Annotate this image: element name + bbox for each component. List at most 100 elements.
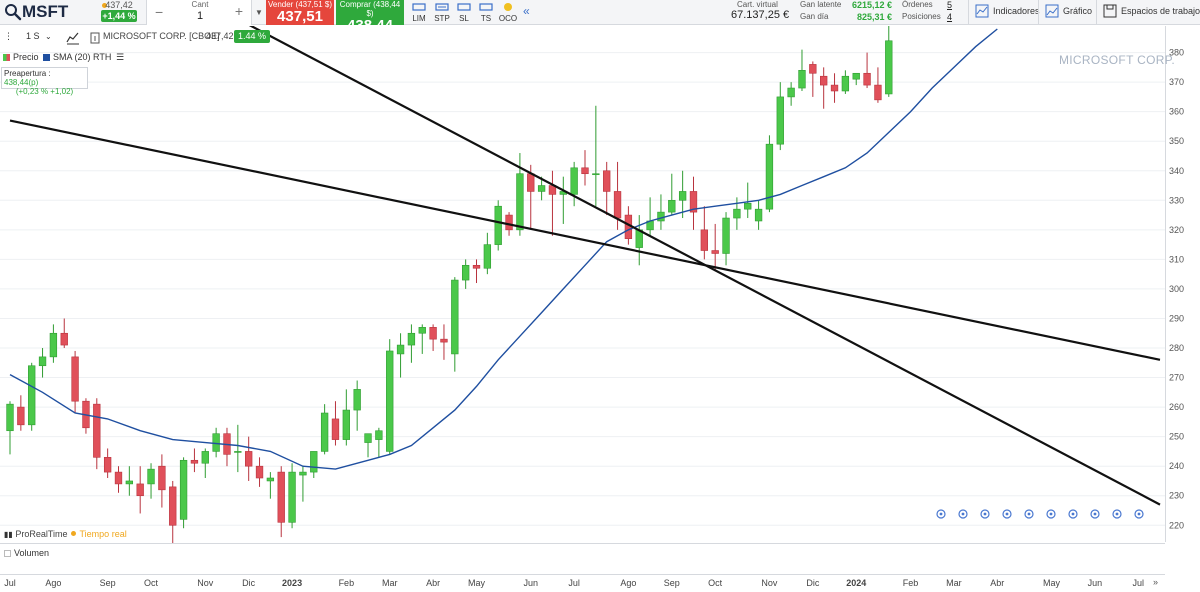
- plot-area[interactable]: [0, 0, 1165, 543]
- candle[interactable]: [223, 427, 231, 467]
- qty-input[interactable]: 1: [196, 10, 204, 22]
- candle[interactable]: [863, 52, 871, 89]
- candle[interactable]: [657, 194, 665, 230]
- event-marker-icon[interactable]: [936, 509, 946, 519]
- candle[interactable]: [722, 212, 730, 266]
- candle[interactable]: [375, 427, 383, 458]
- candle[interactable]: [266, 472, 275, 499]
- symbol-title[interactable]: MSFT: [22, 2, 69, 21]
- order-oco-button[interactable]: OCO: [497, 0, 519, 25]
- candle[interactable]: [744, 182, 752, 219]
- candle[interactable]: [885, 26, 893, 97]
- candle[interactable]: [407, 324, 416, 363]
- event-marker-icon[interactable]: [1112, 509, 1122, 519]
- event-marker-icon[interactable]: [1134, 509, 1144, 519]
- candle[interactable]: [28, 362, 36, 431]
- candle[interactable]: [711, 223, 719, 272]
- candle[interactable]: [179, 457, 188, 529]
- order-lim-button[interactable]: LIM: [408, 0, 430, 25]
- buy-button[interactable]: Comprar (438,44 $) 438,44: [336, 0, 404, 33]
- indicators-button[interactable]: Indicadores: [968, 0, 1040, 25]
- candle[interactable]: [245, 436, 253, 481]
- candle[interactable]: [310, 451, 318, 479]
- candle[interactable]: [429, 324, 437, 351]
- candle[interactable]: [440, 324, 448, 360]
- candle[interactable]: [158, 454, 166, 508]
- candle[interactable]: [451, 277, 459, 372]
- candle[interactable]: [353, 380, 361, 431]
- candle[interactable]: [581, 150, 589, 186]
- workspaces-button[interactable]: Espacios de trabajo: [1096, 0, 1200, 25]
- candle[interactable]: [765, 135, 774, 213]
- order-sl-button[interactable]: SL: [453, 0, 475, 25]
- candle[interactable]: [635, 215, 643, 266]
- candle[interactable]: [147, 463, 155, 499]
- chart-type-icon[interactable]: [66, 31, 80, 45]
- candle[interactable]: [809, 61, 817, 97]
- candle[interactable]: [17, 395, 25, 431]
- candle[interactable]: [700, 206, 709, 260]
- candle[interactable]: [733, 197, 741, 230]
- candle[interactable]: [548, 170, 557, 236]
- candle[interactable]: [754, 200, 763, 230]
- candle[interactable]: [49, 324, 58, 363]
- sma-20-line[interactable]: [9, 28, 998, 470]
- volume-toggle[interactable]: Volumen: [4, 548, 49, 558]
- candle[interactable]: [38, 348, 47, 378]
- chart-button[interactable]: Gráfico: [1038, 0, 1096, 25]
- candle[interactable]: [678, 170, 687, 219]
- candle[interactable]: [483, 232, 492, 275]
- candle[interactable]: [472, 259, 481, 284]
- candle[interactable]: [396, 333, 405, 378]
- chevron-down-icon[interactable]: ▼: [255, 8, 263, 17]
- candle[interactable]: [212, 427, 220, 458]
- candle[interactable]: [342, 389, 350, 446]
- search-icon[interactable]: [4, 3, 22, 21]
- candle[interactable]: [646, 197, 654, 236]
- list-menu-icon[interactable]: ☰: [116, 52, 125, 62]
- x-axis[interactable]: [0, 575, 1165, 592]
- event-marker-icon[interactable]: [1046, 509, 1056, 519]
- candle[interactable]: [331, 401, 340, 446]
- candle[interactable]: [136, 466, 144, 514]
- collapse-icon[interactable]: «: [523, 4, 530, 18]
- candle[interactable]: [418, 324, 426, 354]
- event-marker-icon[interactable]: [1090, 509, 1100, 519]
- positions-count-link[interactable]: 4: [947, 12, 953, 22]
- candle[interactable]: [255, 457, 264, 487]
- candle[interactable]: [288, 463, 296, 529]
- legend-price[interactable]: Precio: [3, 52, 39, 64]
- candle[interactable]: [830, 73, 839, 103]
- candle[interactable]: [852, 72, 860, 86]
- candle[interactable]: [874, 67, 882, 103]
- candle[interactable]: [537, 176, 546, 201]
- event-marker-icon[interactable]: [958, 509, 968, 519]
- candle[interactable]: [6, 401, 14, 455]
- info-icon[interactable]: [90, 31, 100, 45]
- y-axis-panel[interactable]: [1165, 26, 1200, 542]
- qty-plus-button[interactable]: +: [234, 3, 243, 19]
- candle[interactable]: [71, 350, 79, 414]
- candle[interactable]: [277, 466, 285, 538]
- trend-line-2[interactable]: [10, 0, 1161, 506]
- candle[interactable]: [776, 82, 784, 151]
- event-marker-icon[interactable]: [1002, 509, 1012, 519]
- candle[interactable]: [234, 424, 242, 473]
- legend-rth[interactable]: RTH: [93, 52, 112, 62]
- quantity-stepper[interactable]: − Cant 1 +: [146, 0, 252, 25]
- legend-sma[interactable]: SMA (20): [43, 52, 91, 64]
- candle[interactable]: [125, 466, 134, 496]
- candle[interactable]: [603, 161, 611, 216]
- sell-button[interactable]: Vender (437,51 $) 437,51: [266, 0, 334, 25]
- candle[interactable]: [841, 70, 850, 94]
- candle[interactable]: [494, 200, 502, 251]
- trend-line-1[interactable]: [9, 119, 1161, 361]
- candle[interactable]: [190, 448, 199, 473]
- candle[interactable]: [93, 398, 101, 470]
- candle[interactable]: [798, 49, 806, 91]
- candle[interactable]: [169, 480, 177, 543]
- order-ts-button[interactable]: TS: [475, 0, 497, 25]
- event-marker-icon[interactable]: [980, 509, 990, 519]
- candle[interactable]: [320, 404, 329, 455]
